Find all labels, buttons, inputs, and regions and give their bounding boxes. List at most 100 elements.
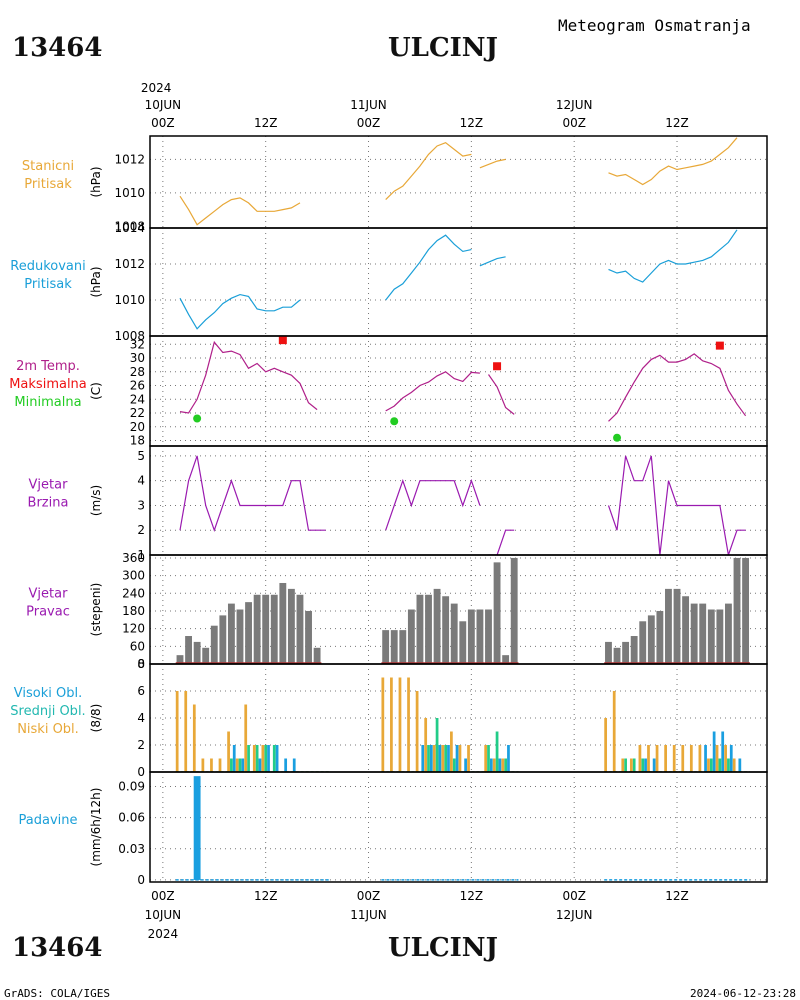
panel-frame	[149, 227, 768, 337]
panel-label: Pritisak	[24, 177, 72, 192]
direction-bar	[442, 596, 450, 664]
cloud-bar	[721, 731, 725, 772]
panel-frame	[149, 335, 768, 447]
cloud-bar	[624, 758, 627, 772]
direction-bar	[485, 609, 492, 664]
top-hour-label: 12Z	[460, 116, 484, 130]
panel-label: Srednji Obl.	[10, 704, 85, 719]
direction-bar	[287, 588, 295, 664]
panel-label: Pritisak	[24, 277, 72, 292]
header: 13464 ULCINJ Meteogram Osmatranja	[12, 16, 751, 63]
station-id-bottom: 13464	[12, 933, 102, 963]
cloud-bar	[698, 745, 702, 772]
top-day-label: 11JUN	[350, 98, 387, 112]
cloud-bar	[210, 758, 213, 772]
panel-label: Brzina	[28, 496, 69, 511]
direction-bar	[219, 615, 227, 664]
cloud-bar	[467, 745, 470, 772]
y-axis-label: (stepeni)	[89, 583, 103, 637]
cloud-bar	[398, 677, 402, 772]
cloud-bar	[652, 758, 656, 772]
direction-bar	[647, 615, 655, 664]
y-tick-label: 1008	[114, 219, 145, 233]
bottom-day-label: 11JUN	[350, 908, 387, 922]
series-line	[479, 256, 506, 267]
series-line	[385, 234, 472, 301]
y-tick-label: 0	[137, 657, 145, 671]
footer: 13464 ULCINJ GrADS: COLA/IGES 2024-06-12…	[4, 933, 796, 1000]
direction-bar	[716, 609, 724, 664]
direction-bar	[639, 621, 647, 664]
y-tick-label: 3	[137, 498, 145, 512]
footer-right: 2024-06-12-23:28	[690, 987, 796, 1000]
panel-label: Pravac	[26, 605, 70, 620]
cloud-bar	[438, 745, 442, 772]
direction-bar	[605, 641, 612, 664]
cloud-bar	[261, 745, 265, 772]
y-tick-label: 26	[130, 379, 145, 393]
series-line	[385, 371, 480, 412]
y-tick-label: 30	[130, 351, 145, 365]
y-tick-label: 24	[130, 392, 145, 406]
top-hour-label: 00Z	[357, 116, 381, 130]
series-line	[608, 353, 747, 422]
cloud-bar	[647, 745, 650, 772]
max-temp-marker	[278, 336, 287, 345]
cloud-bar	[498, 758, 502, 772]
bottom-year-label: 2024	[148, 927, 179, 941]
panel-label: Maksimalna	[9, 377, 87, 392]
cloud-bar	[252, 745, 256, 772]
panels: 100810101012(hPa)StanicniPritisak1008101…	[9, 135, 768, 887]
cloud-bar	[424, 718, 428, 772]
min-temp-marker	[193, 414, 202, 423]
cloud-bar	[218, 758, 222, 772]
y-tick-label: 1014	[114, 221, 145, 235]
y-tick-label: 300	[122, 569, 145, 583]
direction-bar	[510, 557, 518, 664]
cloud-bar	[612, 691, 616, 772]
cloud-bar	[638, 745, 642, 772]
cloud-bar	[284, 758, 288, 772]
y-tick-label: 360	[122, 551, 145, 565]
cloud-bar	[455, 745, 459, 772]
panel-label: Padavine	[19, 813, 78, 828]
cloud-bar	[724, 745, 727, 772]
top-day-label: 12JUN	[556, 98, 593, 112]
cloud-bar	[644, 758, 647, 772]
cloud-bar	[381, 677, 385, 772]
cloud-bar	[275, 745, 279, 772]
panel-label: Stanicni	[22, 159, 74, 174]
direction-bar	[476, 609, 484, 664]
cloud-bar	[255, 745, 259, 772]
plot-area	[175, 557, 750, 664]
cloud-bar	[247, 745, 250, 772]
panel-frame	[149, 771, 768, 883]
cloud-bar	[641, 758, 645, 772]
top-hour-label: 12Z	[254, 116, 278, 130]
series-line	[179, 455, 326, 533]
min-temp-marker	[613, 433, 622, 442]
cloud-bar	[632, 758, 636, 772]
cloud-bar	[427, 745, 430, 772]
panel-label: Redukovani	[10, 259, 85, 274]
direction-bar	[407, 609, 415, 664]
cloud-bar	[729, 745, 733, 772]
y-tick-label: 0.03	[118, 842, 145, 856]
series-line	[488, 529, 515, 555]
direction-bar	[425, 594, 432, 664]
cloud-bar	[487, 745, 490, 772]
bottom-hour-label: 00Z	[357, 889, 381, 903]
y-tick-label: 240	[122, 586, 145, 600]
top-hour-label: 00Z	[151, 116, 175, 130]
cloud-bar	[621, 758, 625, 772]
bottom-day-label: 10JUN	[145, 908, 182, 922]
cloud-bar	[230, 758, 233, 772]
cloud-bar	[492, 758, 496, 772]
precip-bar	[193, 776, 201, 880]
direction-bar	[296, 594, 304, 664]
cloud-bar	[507, 745, 510, 772]
panel-frame	[149, 135, 768, 229]
series-line	[608, 137, 738, 186]
series-line	[179, 293, 301, 330]
